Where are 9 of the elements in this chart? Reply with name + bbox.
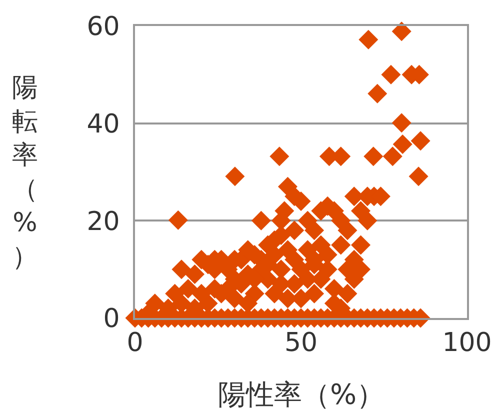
- y-tick-label: 0: [103, 304, 120, 334]
- x-tick-label: 0: [126, 328, 144, 358]
- x-tick-label: 50: [284, 328, 318, 358]
- y-tick-label: 40: [86, 109, 120, 140]
- y-tick-label: 20: [86, 206, 120, 237]
- y-axis-title: 陽転率（%）: [12, 73, 38, 272]
- y-tick-label: 60: [86, 12, 120, 42]
- x-tick-label: 100: [442, 328, 492, 358]
- x-axis-title: 陽性率（%）: [218, 378, 385, 411]
